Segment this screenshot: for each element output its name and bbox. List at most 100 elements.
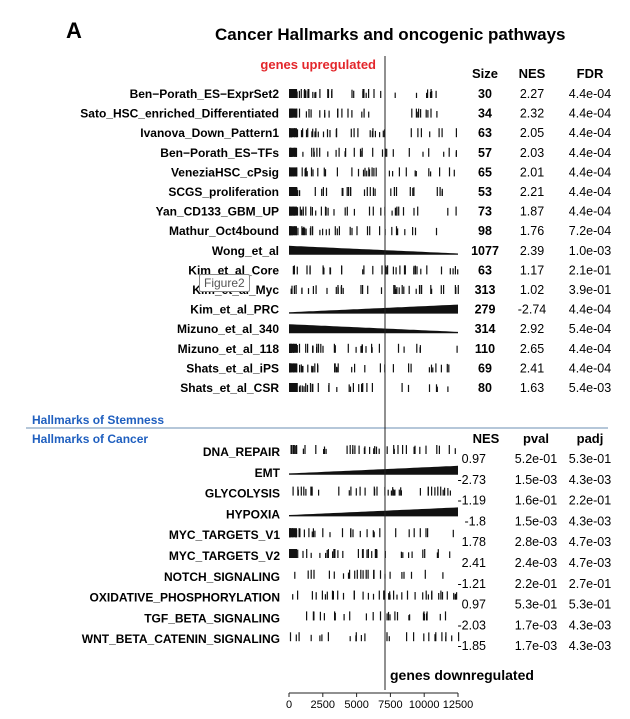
cancer-header-padj: padj bbox=[577, 431, 604, 446]
stem-row-14-tick bbox=[408, 363, 410, 373]
stem-row-6-tick bbox=[344, 207, 346, 216]
cancer-row-5-tick bbox=[408, 552, 410, 558]
x-tick-label: 7500 bbox=[378, 699, 402, 711]
cancer-row-9-padj: 4.3e-03 bbox=[569, 639, 611, 653]
stem-row-5-barcode bbox=[289, 187, 443, 196]
cancer-row-6-pval: 2.2e-01 bbox=[515, 577, 557, 591]
stem-row-6-size: 73 bbox=[478, 205, 492, 219]
stem-row-1-tick bbox=[436, 111, 438, 118]
stem-row-2-tick bbox=[382, 130, 384, 138]
stem-row-15-tick bbox=[361, 383, 363, 392]
stem-row-2-tick bbox=[455, 128, 457, 138]
cancer-row-9-tick bbox=[319, 635, 321, 642]
stem-row-7-tick bbox=[322, 228, 324, 236]
cancer-row-6-tick bbox=[294, 571, 296, 579]
stem-row-4-tick bbox=[453, 169, 455, 177]
stem-row-8-density bbox=[289, 245, 458, 255]
stem-row-6-tick bbox=[447, 207, 449, 216]
stem-row-14-tick bbox=[311, 365, 313, 373]
stem-row-4-tick bbox=[324, 169, 327, 177]
cancer-row-6-tick bbox=[354, 570, 356, 579]
cancer-row-4-tick bbox=[379, 528, 381, 538]
stem-row-9-tick bbox=[414, 265, 416, 275]
stem-row-14-tick bbox=[334, 363, 336, 373]
stem-row-4-tick bbox=[368, 167, 370, 177]
stem-row-15-tick bbox=[348, 384, 350, 392]
stem-row-15-tick bbox=[447, 386, 449, 392]
stem-row-1-tick bbox=[289, 108, 297, 118]
cancer-row-6-tick bbox=[373, 570, 375, 579]
stem-row-4-tick bbox=[368, 169, 371, 177]
stem-row-13-tick bbox=[378, 343, 380, 353]
cancer-row-1-pval: 1.5e-03 bbox=[515, 473, 557, 487]
stem-row-4-tick bbox=[362, 169, 365, 177]
stem-row-5-tick bbox=[409, 187, 411, 196]
stem-row-15-tick bbox=[362, 383, 364, 392]
stem-row-6-tick bbox=[353, 208, 355, 216]
cancer-row-9-tick bbox=[327, 632, 329, 642]
cancer-row-9-tick bbox=[349, 636, 351, 642]
stem-row-14-tick bbox=[299, 364, 301, 373]
figure-title: Cancer Hallmarks and oncogenic pathways bbox=[215, 25, 566, 44]
stem-row-5-tick bbox=[346, 187, 348, 196]
stemness-column-headers: Size NES FDR bbox=[472, 66, 604, 81]
cancer-row-2-tick bbox=[419, 488, 421, 496]
cancer-row-5-tick bbox=[302, 550, 304, 558]
cancer-row-1-barcode bbox=[289, 465, 458, 475]
cancer-row-7-tick bbox=[456, 592, 458, 600]
cancer-row-5-tick bbox=[326, 550, 328, 558]
stem-row-10-tick bbox=[326, 287, 328, 294]
cancer-row-6-nes: -1.21 bbox=[458, 577, 487, 591]
stem-row-1-tick bbox=[368, 111, 370, 118]
stem-row-3-tick bbox=[327, 151, 329, 157]
cancer-row-2-tick bbox=[338, 486, 340, 496]
stem-row-1-tick bbox=[337, 108, 339, 118]
stem-row-15-size: 80 bbox=[478, 381, 492, 395]
stem-row-10-tick bbox=[362, 285, 364, 294]
stem-row-3-fdr: 4.4e-04 bbox=[569, 146, 611, 160]
stem-row-15-tick bbox=[306, 384, 309, 392]
cancer-row: HYPOXIA -1.8 1.5e-03 4.3e-03 bbox=[226, 507, 611, 528]
stem-row-9-tick bbox=[399, 265, 401, 275]
cancer-row-5-pval: 2.4e-03 bbox=[515, 556, 557, 570]
stem-row-10-tick bbox=[431, 288, 433, 294]
stem-row-6-tick bbox=[333, 209, 335, 216]
cancer-row-7-tick bbox=[321, 590, 323, 600]
stem-row-3-tick bbox=[359, 148, 362, 157]
stemness-row: Shats_et_al_CSR 80 1.63 5.4e-03 bbox=[180, 381, 611, 395]
stem-row-0-tick bbox=[327, 89, 330, 98]
stem-row-2-tick bbox=[379, 132, 381, 138]
stem-row-7-tick bbox=[404, 229, 406, 236]
stem-row-1-tick bbox=[305, 111, 307, 118]
stem-row-10-tick bbox=[408, 285, 410, 294]
cancer-row-4-tick bbox=[373, 532, 375, 538]
cancer-row-9-tick bbox=[451, 635, 453, 642]
stem-row-6-tick bbox=[346, 206, 348, 216]
cancer-row-8-tick bbox=[349, 611, 351, 621]
stem-row-10-tick bbox=[455, 287, 457, 294]
stem-row-1-tick bbox=[425, 109, 427, 118]
stem-row-6-barcode bbox=[289, 206, 457, 216]
stem-row-5-tick bbox=[369, 187, 371, 196]
stem-row-4-size: 65 bbox=[478, 165, 492, 179]
cancer-row-5-tick bbox=[306, 549, 308, 558]
stem-row-14-tick bbox=[435, 363, 437, 373]
stem-row-3-tick bbox=[422, 151, 424, 157]
stem-row-10-fdr: 3.9e-01 bbox=[569, 283, 611, 297]
cancer-row-7-barcode bbox=[292, 590, 458, 600]
cancer-row-2-tick bbox=[427, 486, 429, 496]
x-tick-label: 10000 bbox=[409, 699, 440, 711]
cancer-row-7-tick bbox=[427, 594, 429, 600]
stem-row-7-tick bbox=[304, 227, 306, 236]
stem-row-14-tick bbox=[354, 363, 356, 373]
cancer-row-5-tick bbox=[361, 549, 364, 558]
cancer-row-9-nes: -1.85 bbox=[458, 639, 487, 653]
cancer-row-0-tick bbox=[325, 448, 327, 454]
stem-row-15-tick bbox=[371, 383, 373, 392]
cancer-row-2-tick bbox=[442, 489, 444, 496]
stem-row-13-tick bbox=[456, 345, 458, 353]
stem-row-6-tick bbox=[417, 206, 419, 216]
stem-row-13-tick bbox=[298, 343, 301, 353]
stem-row-6-tick bbox=[413, 207, 415, 216]
stem-row-2-tick bbox=[307, 128, 309, 138]
